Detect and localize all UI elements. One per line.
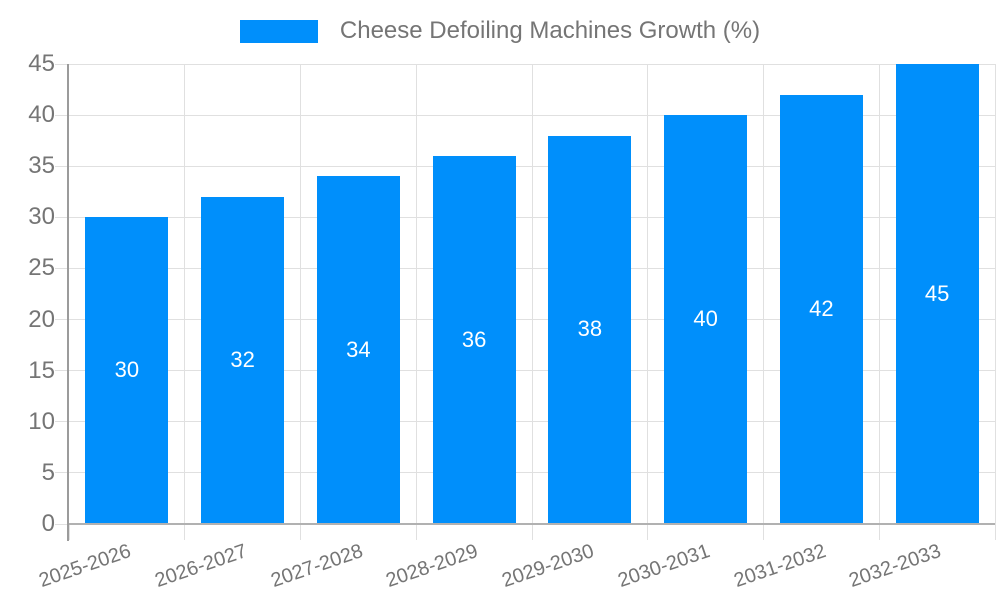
x-gridline xyxy=(994,64,996,524)
bar-value-label: 45 xyxy=(924,280,950,306)
y-tick xyxy=(55,472,69,474)
y-axis-line xyxy=(67,64,69,541)
x-category-label-text: 2030-2031 xyxy=(615,540,713,592)
bar-value-label: 34 xyxy=(346,336,371,362)
legend-color-swatch xyxy=(239,19,318,43)
x-category-label-text: 2031-2032 xyxy=(730,540,829,592)
x-category-label-text: 2032-2033 xyxy=(846,540,945,592)
bar-2030-2031 xyxy=(664,115,748,523)
y-axis-tick-label: 30 xyxy=(28,203,55,231)
y-tick xyxy=(55,319,69,321)
bar-value-label: 32 xyxy=(230,346,255,372)
bar-value-label: 42 xyxy=(809,295,834,321)
bar-2026-2027 xyxy=(201,196,285,523)
x-tick xyxy=(994,524,996,540)
x-category-label-text: 2028-2029 xyxy=(383,540,482,592)
x-category-label-text: 2025-2026 xyxy=(36,540,135,592)
bar-2029-2030 xyxy=(548,135,632,523)
y-axis-tick-label: 25 xyxy=(28,254,55,282)
x-gridline xyxy=(763,64,764,524)
x-category-label-text: 2027-2028 xyxy=(267,540,366,592)
x-gridline xyxy=(878,64,880,524)
x-axis-line xyxy=(69,523,995,525)
y-tick xyxy=(55,523,69,525)
x-gridline xyxy=(300,64,301,524)
y-tick xyxy=(55,114,69,116)
y-axis-tick-label: 5 xyxy=(41,458,55,486)
bar-value-label: 30 xyxy=(114,357,140,383)
x-tick xyxy=(531,524,533,540)
bar-2025-2026 xyxy=(85,217,169,523)
x-tick xyxy=(68,524,70,540)
y-tick xyxy=(55,165,69,167)
y-axis-tick-label: 10 xyxy=(28,407,55,435)
x-gridline xyxy=(531,64,533,524)
bar-2032-2033 xyxy=(895,64,979,523)
y-axis-tick-label: 40 xyxy=(28,101,55,129)
bar-value-label: 38 xyxy=(577,316,603,342)
bar-2028-2029 xyxy=(432,156,516,523)
y-axis-tick-label: 35 xyxy=(28,152,55,180)
bar-2031-2032 xyxy=(779,94,863,523)
bar-value-label: 40 xyxy=(693,306,718,332)
y-tick xyxy=(55,63,69,65)
x-gridline xyxy=(647,64,649,524)
legend-item[interactable]: Cheese Defoiling Machines Growth (%) xyxy=(239,17,761,45)
bar-value-label: 36 xyxy=(461,326,487,352)
x-tick xyxy=(763,524,764,540)
y-tick xyxy=(55,267,69,269)
x-tick xyxy=(184,524,186,540)
legend-label: Cheese Defoiling Machines Growth (%) xyxy=(339,17,761,44)
x-tick xyxy=(878,524,880,540)
x-tick xyxy=(647,524,649,540)
y-axis-tick-label: 20 xyxy=(28,305,55,333)
y-tick xyxy=(55,421,69,423)
y-tick xyxy=(55,370,69,372)
x-gridline xyxy=(415,64,417,524)
x-tick xyxy=(415,524,417,540)
x-tick xyxy=(300,524,301,540)
x-gridline xyxy=(184,64,186,524)
y-axis-tick-label: 15 xyxy=(28,356,55,384)
y-axis-tick-label: 45 xyxy=(28,50,55,77)
x-category-label-text: 2026-2027 xyxy=(152,540,250,592)
y-tick xyxy=(55,216,69,218)
legend: Cheese Defoiling Machines Growth (%) xyxy=(0,17,1000,45)
y-axis-tick-label: 0 xyxy=(41,510,55,537)
x-category-label-text: 2029-2030 xyxy=(499,540,598,592)
bar-2027-2028 xyxy=(316,176,400,523)
